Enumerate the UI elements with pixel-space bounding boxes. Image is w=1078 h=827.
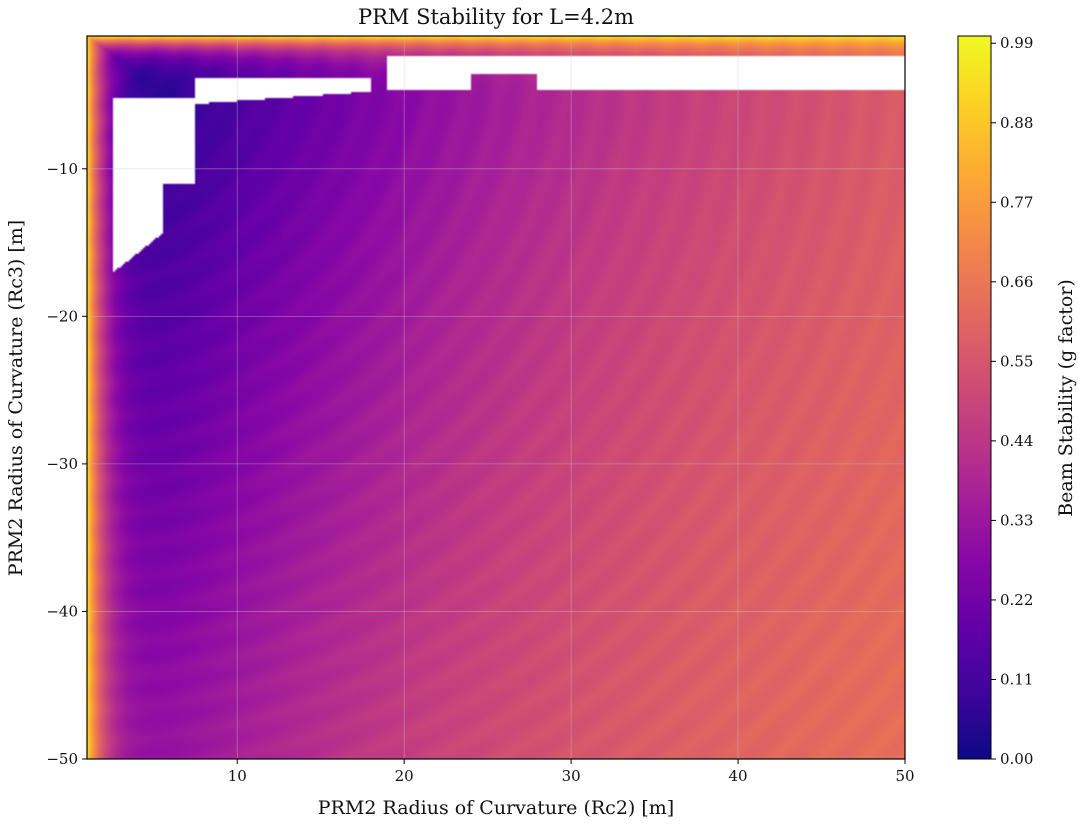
- chart-title: PRM Stability for L=4.2m: [358, 5, 634, 29]
- colorbar-frame: [957, 35, 992, 760]
- colorbar-gradient: [958, 36, 991, 759]
- y-axis-label: PRM2 Radius of Curvature (Rc3) [m]: [5, 220, 27, 576]
- colorbar: 0.00 0.11 0.22 0.33 0.44 0.55 0.66 0.77 0.88 0.99…: [957, 34, 1077, 768]
- colorbar-tick-label: 0.66: [1000, 273, 1033, 291]
- colorbar-tick-label: 0.99: [1000, 34, 1033, 52]
- colorbar-tick-label: 0.11: [1000, 670, 1033, 688]
- colorbar-tick-label: 0.00: [1000, 750, 1033, 768]
- y-tick-label: −10: [46, 160, 78, 178]
- y-tick-label: −30: [46, 455, 78, 473]
- x-tick-label: 30: [562, 767, 581, 785]
- grid-lines: [87, 36, 905, 759]
- x-tick-label: 50: [895, 767, 914, 785]
- colorbar-tick-label: 0.33: [1000, 511, 1033, 529]
- colorbar-tick-label: 0.55: [1000, 352, 1033, 370]
- plot-area: 10 20 30 40 50 −10 −20 −30 −40 −50: [46, 35, 915, 785]
- x-tick-label: 20: [395, 767, 414, 785]
- colorbar-tick-label: 0.22: [1000, 591, 1033, 609]
- x-axis-label: PRM2 Radius of Curvature (Rc2) [m]: [318, 797, 674, 819]
- colorbar-tick-label: 0.44: [1000, 432, 1033, 450]
- y-tick-label: −50: [46, 750, 78, 768]
- colorbar-label: Beam Stability (g factor): [1055, 279, 1077, 517]
- y-tick-label: −40: [46, 602, 78, 620]
- plot-frame: [86, 35, 906, 760]
- y-tick-label: −20: [46, 307, 78, 325]
- colorbar-ticks: 0.00 0.11 0.22 0.33 0.44 0.55 0.66 0.77 0.88 0.99: [991, 34, 1033, 768]
- y-axis-ticks: −10 −20 −30 −40 −50: [46, 160, 87, 768]
- colorbar-tick-label: 0.88: [1000, 114, 1033, 132]
- heatmap-image: [87, 36, 905, 759]
- colorbar-tick-label: 0.77: [1000, 193, 1033, 211]
- x-axis-ticks: 10 20 30 40 50: [228, 759, 915, 785]
- x-tick-label: 10: [228, 767, 247, 785]
- x-tick-label: 40: [729, 767, 748, 785]
